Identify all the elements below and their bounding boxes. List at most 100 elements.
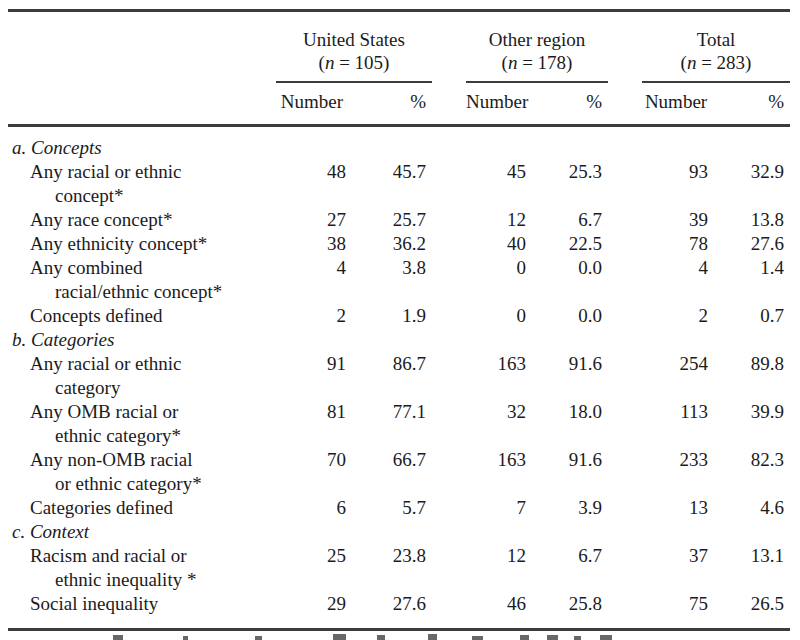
- column-gap: [432, 448, 466, 496]
- clipped-footnote-fragment: [520, 635, 529, 640]
- row-label: Any OMB racial or ethnic category*: [8, 400, 276, 448]
- other-number-cell: 12: [466, 544, 528, 592]
- table-row: Any racial or ethnic concept* 48 45.7 45…: [8, 160, 790, 208]
- us-percent-header: %: [348, 82, 432, 126]
- group-title: United States: [276, 28, 432, 51]
- section-row-concepts: a. Concepts: [8, 126, 790, 161]
- column-gap: [608, 256, 642, 304]
- us-percent-cell: 27.6: [348, 592, 432, 630]
- other-number-cell: 0: [466, 256, 528, 304]
- table-row: Concepts defined 2 1.9 0 0.0 2 0.7: [8, 304, 790, 328]
- clipped-footnote-fragment: [472, 636, 483, 640]
- total-number-cell: 93: [642, 160, 710, 208]
- us-percent-cell: 3.8: [348, 256, 432, 304]
- total-percent-header: %: [710, 82, 790, 126]
- other-percent-cell: 91.6: [528, 352, 608, 400]
- column-gap: [432, 496, 466, 520]
- section-row-context: c. Context: [8, 520, 790, 544]
- clipped-footnote-fragment: [255, 636, 262, 640]
- column-gap: [432, 160, 466, 208]
- other-percent-cell: 6.7: [528, 544, 608, 592]
- row-label: Any non-OMB racial or ethnic category*: [8, 448, 276, 496]
- table-row: Any race concept* 27 25.7 12 6.7 39 13.8: [8, 208, 790, 232]
- other-percent-cell: 0.0: [528, 304, 608, 328]
- column-gap: [608, 592, 642, 630]
- column-gap: [608, 352, 642, 400]
- column-gap: [432, 11, 466, 83]
- group-title: Total: [642, 28, 790, 51]
- column-gap: [608, 544, 642, 592]
- total-percent-cell: 27.6: [710, 232, 790, 256]
- other-number-cell: 46: [466, 592, 528, 630]
- other-percent-cell: 22.5: [528, 232, 608, 256]
- us-number-cell: 25: [276, 544, 348, 592]
- row-label: Categories defined: [8, 496, 276, 520]
- total-percent-cell: 4.6: [710, 496, 790, 520]
- total-number-cell: 233: [642, 448, 710, 496]
- us-percent-cell: 1.9: [348, 304, 432, 328]
- total-percent-cell: 82.3: [710, 448, 790, 496]
- other-percent-header: %: [528, 82, 608, 126]
- table-row: Any non-OMB racial or ethnic category* 7…: [8, 448, 790, 496]
- table-row: Any racial or ethnic category 91 86.7 16…: [8, 352, 790, 400]
- us-percent-cell: 45.7: [348, 160, 432, 208]
- table-row: Racism and racial or ethnic inequality *…: [8, 544, 790, 592]
- column-gap: [432, 82, 466, 126]
- section-row-categories: b. Categories: [8, 328, 790, 352]
- row-label: Any racial or ethnic concept*: [8, 160, 276, 208]
- total-number-cell: 37: [642, 544, 710, 592]
- other-number-cell: 163: [466, 352, 528, 400]
- other-number-cell: 40: [466, 232, 528, 256]
- row-label: Any ethnicity concept*: [8, 232, 276, 256]
- subcolumn-header-row: Number % Number % Number %: [8, 82, 790, 126]
- row-label: Any combined racial/ethnic concept*: [8, 256, 276, 304]
- total-number-cell: 254: [642, 352, 710, 400]
- clipped-footnote-fragment: [428, 634, 437, 640]
- us-percent-cell: 25.7: [348, 208, 432, 232]
- total-percent-cell: 0.7: [710, 304, 790, 328]
- column-gap: [608, 160, 642, 208]
- total-percent-cell: 1.4: [710, 256, 790, 304]
- group-sample-size: (n = 178): [466, 51, 608, 74]
- column-group-united-states: United States (n = 105): [276, 11, 432, 83]
- column-group-other-region: Other region (n = 178): [466, 11, 608, 83]
- total-percent-cell: 32.9: [710, 160, 790, 208]
- us-number-cell: 81: [276, 400, 348, 448]
- column-gap: [608, 11, 642, 83]
- clipped-footnote-fragment: [183, 636, 188, 640]
- clipped-footnote-fragment: [547, 635, 558, 640]
- total-number-cell: 2: [642, 304, 710, 328]
- total-percent-cell: 13.8: [710, 208, 790, 232]
- clipped-footnote: [0, 633, 800, 640]
- table-row: Social inequality 29 27.6 46 25.8 75 26.…: [8, 592, 790, 630]
- column-gap: [432, 592, 466, 630]
- label-column-header-empty: [8, 82, 276, 126]
- total-number-cell: 113: [642, 400, 710, 448]
- group-sample-size: (n = 105): [276, 51, 432, 74]
- us-percent-cell: 77.1: [348, 400, 432, 448]
- label-column-header-empty: [8, 11, 276, 83]
- total-percent-cell: 39.9: [710, 400, 790, 448]
- column-gap: [432, 208, 466, 232]
- row-label: Social inequality: [8, 592, 276, 630]
- column-group-header-row: United States (n = 105) Other region (n …: [8, 11, 790, 83]
- us-percent-cell: 23.8: [348, 544, 432, 592]
- other-number-cell: 32: [466, 400, 528, 448]
- us-percent-cell: 36.2: [348, 232, 432, 256]
- us-number-cell: 6: [276, 496, 348, 520]
- total-number-header: Number: [642, 82, 710, 126]
- column-gap: [608, 496, 642, 520]
- total-number-cell: 13: [642, 496, 710, 520]
- other-percent-cell: 3.9: [528, 496, 608, 520]
- clipped-footnote-fragment: [377, 635, 385, 640]
- column-group-total: Total (n = 283): [642, 11, 790, 83]
- us-percent-cell: 5.7: [348, 496, 432, 520]
- section-label: b. Categories: [8, 328, 790, 352]
- us-number-cell: 29: [276, 592, 348, 630]
- us-percent-cell: 86.7: [348, 352, 432, 400]
- column-gap: [432, 304, 466, 328]
- row-label: Any racial or ethnic category: [8, 352, 276, 400]
- frequency-table: United States (n = 105) Other region (n …: [8, 9, 791, 631]
- us-number-cell: 27: [276, 208, 348, 232]
- other-number-cell: 7: [466, 496, 528, 520]
